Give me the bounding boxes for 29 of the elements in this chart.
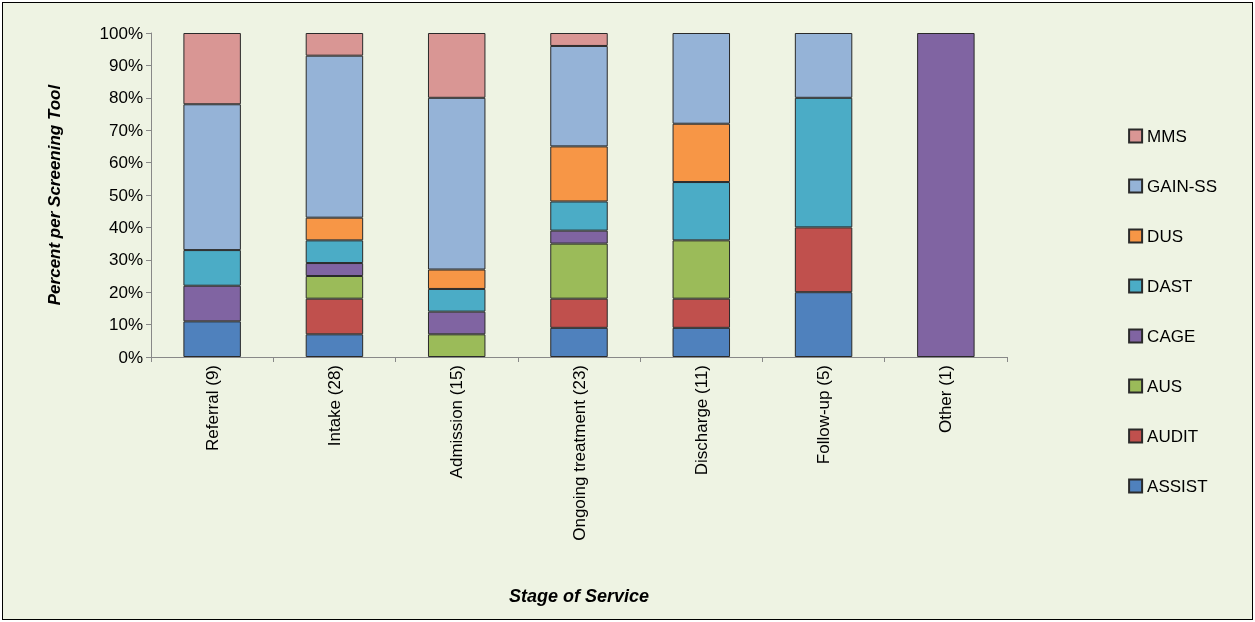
- legend-label: ASSIST: [1147, 476, 1208, 496]
- y-tick-label: 40%: [108, 217, 143, 237]
- y-tick-label: 20%: [108, 282, 143, 302]
- y-tick-label: 0%: [118, 347, 143, 367]
- x-tick-label: Referral (9): [202, 365, 222, 451]
- legend-label: GAIN-SS: [1147, 176, 1218, 196]
- x-tick-label: Intake (28): [324, 365, 344, 447]
- y-tick-label: 50%: [108, 185, 143, 205]
- x-tick-label: Other (1): [936, 365, 956, 434]
- legend-label: MMS: [1147, 126, 1187, 146]
- x-axis-title: Stage of Service: [508, 586, 650, 606]
- legend-label: AUS: [1147, 376, 1183, 396]
- x-tick-label: Discharge (11): [691, 365, 711, 476]
- legend-label: DAST: [1147, 276, 1193, 296]
- legend-label: DUS: [1147, 226, 1184, 246]
- y-tick-label: 70%: [108, 120, 143, 140]
- y-tick-label: 60%: [108, 153, 143, 173]
- x-tick-label: Ongoing treatment (23): [569, 365, 589, 541]
- x-tick-label: Admission (15): [447, 365, 467, 479]
- y-tick-label: 30%: [108, 250, 143, 270]
- y-axis-title: Percent per Screening Tool: [45, 83, 64, 306]
- legend-label: AUDIT: [1147, 426, 1199, 446]
- bar: [917, 33, 975, 357]
- legend-label: CAGE: [1147, 326, 1196, 346]
- x-tick-label: Follow-up (5): [814, 365, 834, 465]
- y-tick-label: 10%: [108, 315, 143, 335]
- y-tick-label: 90%: [108, 55, 143, 75]
- y-tick-label: 100%: [99, 23, 143, 43]
- y-tick-label: 80%: [108, 88, 143, 108]
